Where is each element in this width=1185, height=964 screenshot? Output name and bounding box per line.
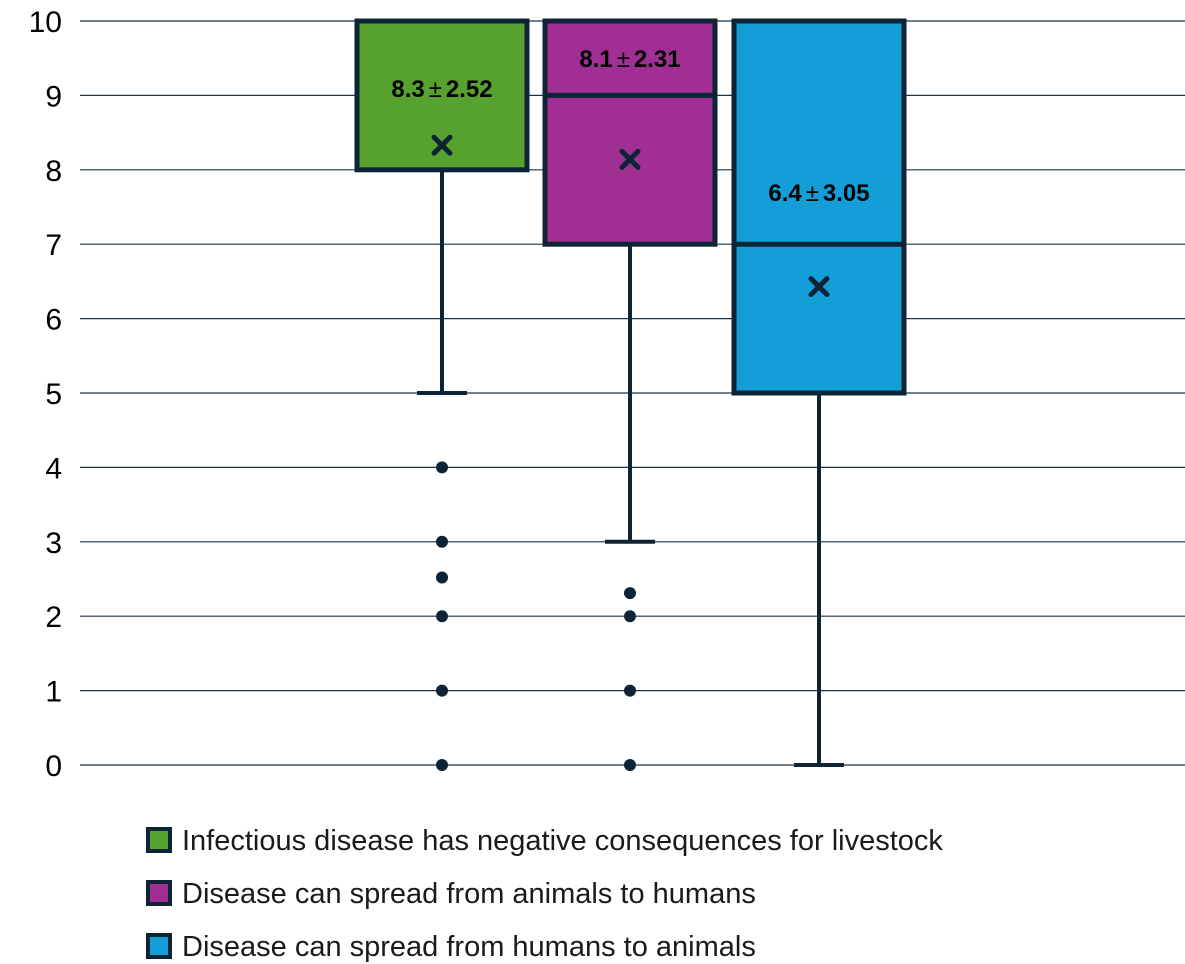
mean-value: 8.3 xyxy=(391,76,424,103)
sd-value: 2.52 xyxy=(446,76,493,103)
outlier-point xyxy=(624,684,636,697)
outlier-point xyxy=(624,759,636,771)
mean-value: 8.1 xyxy=(579,46,612,73)
outlier-point xyxy=(624,587,636,600)
plus-minus-sign: ± xyxy=(806,180,819,207)
y-tick-label: 8 xyxy=(45,155,62,188)
legend-label: Disease can spread from humans to animal… xyxy=(182,931,756,963)
y-tick-label: 2 xyxy=(45,601,62,634)
y-tick-label: 3 xyxy=(45,527,62,560)
y-tick-label: 4 xyxy=(45,452,62,485)
iqr-box xyxy=(542,18,718,247)
box-plots xyxy=(354,18,907,771)
legend: Infectious disease has negative conseque… xyxy=(146,825,943,963)
outlier-point xyxy=(436,759,448,771)
mean-marker xyxy=(431,134,453,156)
outlier-point xyxy=(436,535,448,548)
legend-swatch xyxy=(146,827,172,853)
legend-swatch xyxy=(146,933,172,959)
mean-marker xyxy=(619,148,641,170)
y-tick-label: 7 xyxy=(45,229,62,262)
plus-minus-sign: ± xyxy=(617,46,630,73)
mean-marker xyxy=(808,276,830,298)
mean-value: 6.4 xyxy=(768,180,802,207)
outlier-point xyxy=(436,571,448,584)
y-tick-label: 1 xyxy=(45,676,62,709)
legend-item-2: Disease can spread from animals to human… xyxy=(146,878,756,910)
outlier-point xyxy=(436,610,448,623)
outlier-point xyxy=(436,461,448,474)
outlier-point xyxy=(436,684,448,697)
y-tick-label: 10 xyxy=(29,6,62,39)
legend-label: Disease can spread from animals to human… xyxy=(182,878,756,910)
y-tick-label: 9 xyxy=(45,80,62,113)
iqr-box xyxy=(731,18,907,396)
sd-value: 2.31 xyxy=(634,46,681,73)
mean-sd-label: 8.3 ±2.52 xyxy=(391,76,492,103)
sd-value: 3.05 xyxy=(823,180,870,207)
mean-sd-label: 8.1 ±2.31 xyxy=(579,46,680,73)
outlier-point xyxy=(624,610,636,623)
legend-swatch xyxy=(146,880,172,906)
box-series-2 xyxy=(542,18,718,771)
y-tick-label: 0 xyxy=(45,750,62,783)
y-axis-tick-labels: 0 1 2 3 4 5 6 7 8 9 10 xyxy=(29,6,62,783)
legend-item-1: Infectious disease has negative conseque… xyxy=(146,825,943,857)
plus-minus-sign: ± xyxy=(429,76,442,103)
box-series-3 xyxy=(731,18,907,767)
y-tick-label: 6 xyxy=(45,304,62,337)
legend-label: Infectious disease has negative conseque… xyxy=(182,825,943,857)
legend-item-3: Disease can spread from humans to animal… xyxy=(146,931,756,963)
data-labels: 8.3 ±2.528.1 ±2.316.4 ±3.05 xyxy=(391,46,869,207)
y-tick-label: 5 xyxy=(45,378,62,411)
mean-sd-label: 6.4 ±3.05 xyxy=(768,180,869,207)
box-series-1 xyxy=(354,18,530,771)
